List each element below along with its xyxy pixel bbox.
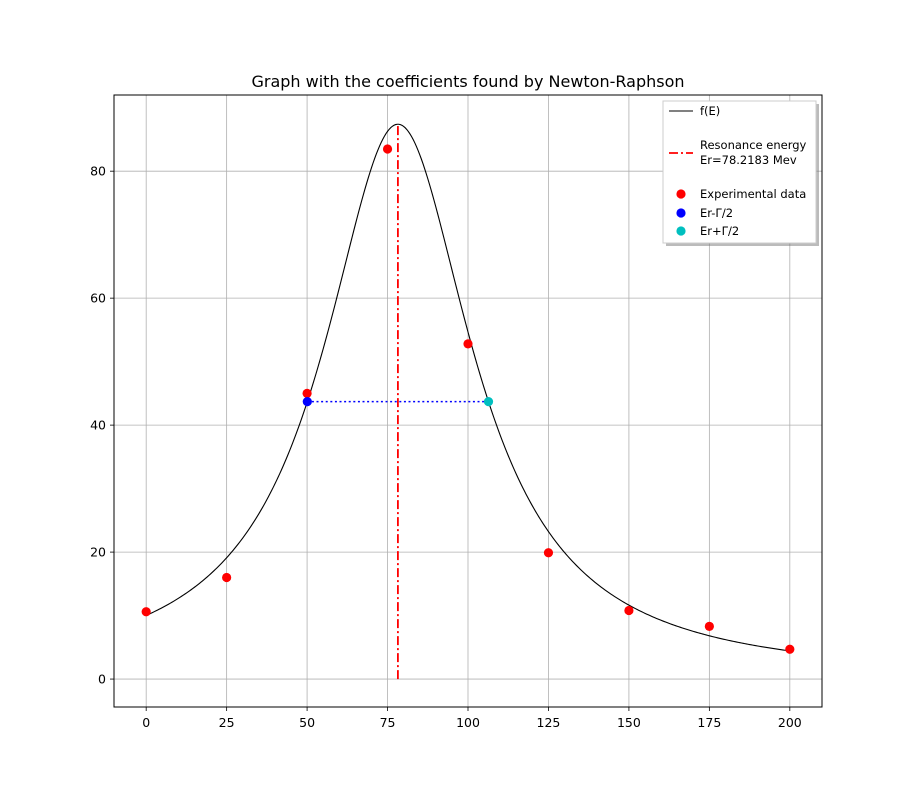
fit-curve [145,123,790,652]
legend-label: Experimental data [700,187,806,201]
legend-label: Er-Γ/2 [700,206,733,220]
experimental-point [463,339,473,349]
legend-label: Er+Γ/2 [700,224,739,238]
x-tick-label: 125 [537,715,561,730]
legend-box [662,100,817,244]
upper-halfwidth-point [483,397,494,407]
y-tick-label: 40 [90,418,106,433]
x-tick-label: 0 [142,715,150,730]
x-tick-label: 150 [617,715,641,730]
experimental-point [222,572,232,583]
experimental-point [785,644,795,654]
x-tick-label: 75 [380,715,396,730]
legend-label: Er=78.2183 Mev [700,153,797,167]
experimental-point [302,388,312,398]
y-tick-label: 0 [98,672,106,687]
x-tick-label: 200 [778,715,802,730]
plot-layer [141,123,795,680]
experimental-point [624,605,634,616]
x-tick-label: 175 [697,715,721,730]
experimental-point [704,621,714,631]
legend-handle-experimental [676,189,686,199]
x-tick-label: 50 [299,715,315,730]
y-tick-label: 60 [90,291,106,306]
x-tick-label: 100 [456,715,480,730]
experimental-point [382,144,393,154]
ticks-layer: 0 25 50 75 100 125 150 175 200 0 20 40 60 80 [90,164,802,730]
y-tick-label: 80 [90,164,106,179]
legend-handle-lower [676,208,686,218]
experimental-point [141,607,151,617]
chart-title: Graph with the coefficients found by New… [251,72,684,91]
y-tick-label: 20 [90,545,106,560]
legend-handle-upper [676,226,686,236]
lower-halfwidth-point [302,397,312,407]
experimental-point [543,548,554,558]
x-tick-label: 25 [219,715,235,730]
legend-label: Resonance energy [700,138,807,152]
legend-label: f(E) [700,104,720,118]
